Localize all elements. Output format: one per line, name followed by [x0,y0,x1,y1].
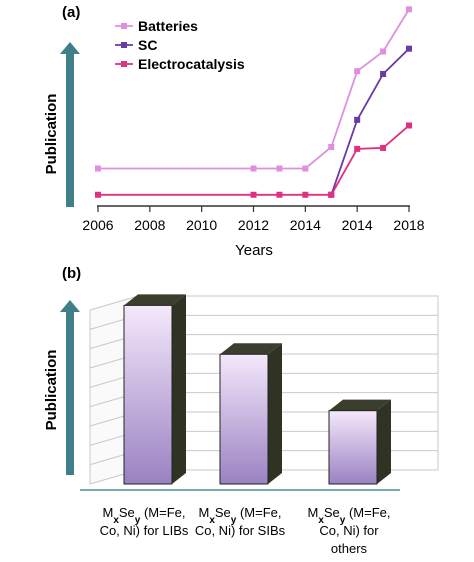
bar-category-label-line3: others [331,541,368,556]
data-point-batteries [276,165,283,172]
data-point-electrocatalysis [95,191,101,198]
legend-marker-electrocatalysis [121,61,127,67]
data-point-batteries [380,48,387,55]
data-point-electrocatalysis [276,191,283,198]
series-line-batteries [98,8,410,170]
subscript: y [340,515,346,526]
data-point-batteries [354,68,361,75]
legend-marker-sc [121,42,127,48]
bar-side [172,294,186,484]
data-point-sc [380,70,387,77]
legend-label-electrocatalysis: Electrocatalysis [138,56,245,72]
subscript: x [113,515,119,526]
subscript: x [209,515,215,526]
bar-category-label: MxSey (M=Fe, [102,505,185,526]
legend-label-batteries: Batteries [138,18,198,34]
panel-a-x-tick-label: 2010 [186,217,217,233]
label-part: (M=Fe, [236,505,281,520]
bar-category-label-line2: Co, Ni) for LIBs [100,523,189,538]
panel-b-ylabel: Publication [43,350,60,431]
data-point-electrocatalysis [354,145,361,152]
bar-top [124,294,186,306]
panel-a-x-tick-labels: 2006 2008 2010 2012 2014 2014 2018 [82,217,424,233]
panel-a-line-chart: (a) Publication 2006 2008 2010 2012 2014 2014… [43,4,425,259]
panel-a-label: (a) [62,4,80,21]
panel-a-x-tick-label: 2012 [238,217,269,233]
legend-marker-batteries [121,23,127,29]
bar-top [220,343,282,355]
bar [328,410,378,485]
data-point-electrocatalysis [328,191,335,198]
label-part: (M=Fe, [345,505,390,520]
subscript: x [318,515,324,526]
bar [123,304,173,485]
panel-a-x-tick-label: 2014 [290,217,321,233]
data-point-batteries [406,6,412,13]
data-point-batteries [95,165,101,172]
panel-b-y-axis-arrow [60,300,80,475]
data-point-batteries [302,165,309,172]
data-point-sc [354,116,361,123]
data-point-electrocatalysis [302,191,309,198]
data-point-sc [406,45,412,52]
panel-a-x-tick-label: 2018 [393,217,424,233]
bar-category-label-line2: Co, Ni) for [319,523,379,538]
label-part: M [198,505,209,520]
bar-category-label: MxSey (M=Fe, [307,505,390,526]
series-line-electrocatalysis [98,124,410,196]
label-part: (M=Fe, [140,505,185,520]
data-point-electrocatalysis [380,144,387,151]
panel-b-label: (b) [62,265,81,282]
panel-a-x-tick-label: 2006 [82,217,113,233]
subscript: y [135,515,141,526]
panel-a-legend: Batteries SC Electrocatalysis [115,18,245,72]
panel-b-y-arrow-shaft [66,310,74,475]
series-line-sc [330,48,410,196]
bar-side [268,343,282,484]
bar-top [329,399,391,411]
legend-label-sc: SC [138,37,157,53]
panel-a-x-tick-label: 2008 [134,217,165,233]
data-point-batteries [328,144,335,151]
data-point-electrocatalysis [250,191,257,198]
label-part: M [102,505,113,520]
bar-category-label: MxSey (M=Fe, [198,505,281,526]
data-point-batteries [250,165,257,172]
subscript: y [231,515,237,526]
bar-category-label-line2: Co, Ni) for SIBs [195,523,286,538]
data-point-electrocatalysis [406,122,412,129]
panel-b-bar-chart: (b) Publication MxSey (M=Fe,Co, Ni) for … [43,265,439,556]
panel-a-y-axis-arrow [60,42,80,207]
bar [219,353,269,485]
panel-a-ylabel: Publication [43,94,60,175]
label-part: Se [324,505,340,520]
panel-b-y-arrow-head [60,300,80,312]
label-part: Se [215,505,231,520]
label-part: Se [119,505,135,520]
panel-a-y-arrow-shaft [66,52,74,207]
panel-a-series-lines [98,8,410,196]
label-part: M [307,505,318,520]
panel-a-xlabel: Years [235,242,273,259]
panel-b-bars [123,294,391,485]
panel-a-series-markers [95,6,412,198]
panel-a-y-arrow-head [60,42,80,54]
panel-a-x-ticks [97,206,410,212]
panel-a-x-tick-label: 2014 [342,217,373,233]
bar-side [377,399,391,484]
